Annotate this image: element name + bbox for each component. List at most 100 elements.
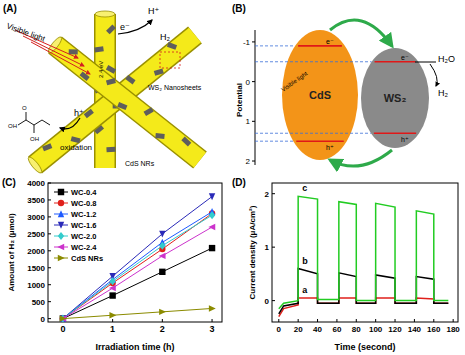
- data-point: [208, 224, 215, 230]
- data-group: [279, 196, 449, 316]
- legend-label: WC-0.4: [71, 188, 97, 197]
- data-point: [209, 211, 215, 219]
- label: CdS: [309, 89, 331, 101]
- band-edge: [375, 61, 416, 63]
- series-line: [63, 227, 212, 319]
- label: h⁺: [326, 144, 334, 151]
- tick-label: -1: [243, 38, 251, 47]
- tick-label: 2500: [27, 230, 45, 239]
- ws2-sheet: [143, 107, 153, 116]
- tick-label: 100: [369, 325, 383, 334]
- label: e⁻: [120, 22, 130, 32]
- label: H₂O: [438, 54, 455, 64]
- label: oxidation: [60, 143, 92, 152]
- ws2-sheet: [181, 137, 191, 147]
- legend-marker: [58, 189, 64, 195]
- tick: [48, 216, 51, 217]
- data-point: [109, 292, 115, 298]
- axis-label: Current density (μA/cm²): [248, 205, 257, 299]
- plot-frame: [272, 183, 458, 322]
- tick: [375, 319, 376, 322]
- data-point: [159, 253, 166, 259]
- tick: [433, 319, 434, 322]
- panel-label: (A): [3, 3, 17, 14]
- tick-label: 1000: [27, 281, 45, 290]
- hole-arrow: [60, 118, 80, 129]
- label: OH: [30, 136, 39, 142]
- tick-label: 1: [246, 117, 251, 126]
- data-point: [60, 315, 66, 322]
- legend-marker: [57, 244, 64, 250]
- series-line: [63, 248, 212, 319]
- ws2-sheet: [69, 49, 78, 54]
- data-point: [209, 193, 215, 200]
- tick-label: 0: [265, 297, 270, 306]
- tick: [48, 233, 51, 234]
- legend-marker: [58, 210, 64, 217]
- band-diagram: -1012PotentialCdSe⁻h⁺WS₂e⁻h⁺Visible ligh…: [235, 20, 455, 166]
- tick: [278, 319, 279, 322]
- tick: [48, 301, 51, 302]
- tick-label: 1500: [27, 264, 45, 273]
- ws2-sheet: [125, 75, 135, 84]
- tick: [453, 319, 454, 322]
- chart: 012305001000150020002500300035004000Irra…: [7, 179, 222, 352]
- tick: [252, 121, 255, 122]
- tick: [356, 319, 357, 322]
- data-point: [60, 315, 66, 321]
- axis-label: Irradiation time (h): [95, 342, 174, 352]
- tick: [252, 41, 255, 42]
- tick: [48, 250, 51, 251]
- hole-transfer: [330, 150, 392, 166]
- level-guide: [255, 141, 293, 142]
- plot-frame: [48, 183, 222, 322]
- tick-label: 1: [265, 243, 270, 252]
- data-point: [159, 242, 165, 250]
- data-point: [109, 277, 115, 285]
- label: H₂: [160, 32, 170, 42]
- tick: [272, 300, 275, 301]
- tick: [317, 319, 318, 322]
- series-line: [63, 308, 212, 318]
- panel-label: (C): [2, 177, 16, 188]
- tick-label: 1: [110, 324, 115, 334]
- tick: [272, 193, 275, 194]
- tick-label: 140: [408, 325, 422, 334]
- series-line: [279, 196, 449, 308]
- data-point: [209, 305, 216, 311]
- electron-arrow: [118, 20, 152, 34]
- series-line: [63, 215, 212, 318]
- legend: WC-0.4WC-0.8WC-1.2WC-1.6WC-2.0WC-2.4CdS …: [54, 188, 103, 263]
- tick: [48, 183, 51, 184]
- legend-marker: [58, 200, 64, 206]
- series-line: [63, 214, 212, 319]
- tick-label: 0: [60, 324, 65, 334]
- curve-label: a: [302, 285, 308, 295]
- ws2-sheet: [84, 109, 94, 118]
- ws2-sheet: [94, 46, 104, 52]
- tick-label: 3000: [27, 213, 45, 222]
- tick-label: 40: [313, 325, 322, 334]
- highlight-box: [160, 52, 180, 68]
- legend-marker: [58, 255, 65, 261]
- label: O: [22, 105, 27, 111]
- tick-label: 3: [210, 324, 215, 334]
- label: H₂: [438, 88, 448, 98]
- light-arrow: [31, 42, 90, 74]
- tick: [162, 319, 163, 322]
- label: CdS NRs: [125, 160, 155, 167]
- label: Visible light: [5, 21, 47, 44]
- tick-label: 500: [32, 298, 46, 307]
- tick: [48, 284, 51, 285]
- legend-label: WC-1.2: [71, 210, 96, 219]
- label: 2.4 eV: [98, 61, 104, 78]
- tick-label: 80: [352, 325, 361, 334]
- legend-marker: [58, 222, 64, 229]
- label: h⁺: [74, 108, 84, 118]
- electron-transfer: [330, 20, 392, 46]
- tick-label: 2: [265, 190, 270, 199]
- figure: (A)(B)(C)(D)Visible lighte⁻H⁺H₂2.4 eVWS₂…: [0, 0, 465, 355]
- ws2-sheet: [106, 147, 115, 152]
- ws2-sheet: [155, 133, 164, 139]
- material-shape: [361, 48, 429, 148]
